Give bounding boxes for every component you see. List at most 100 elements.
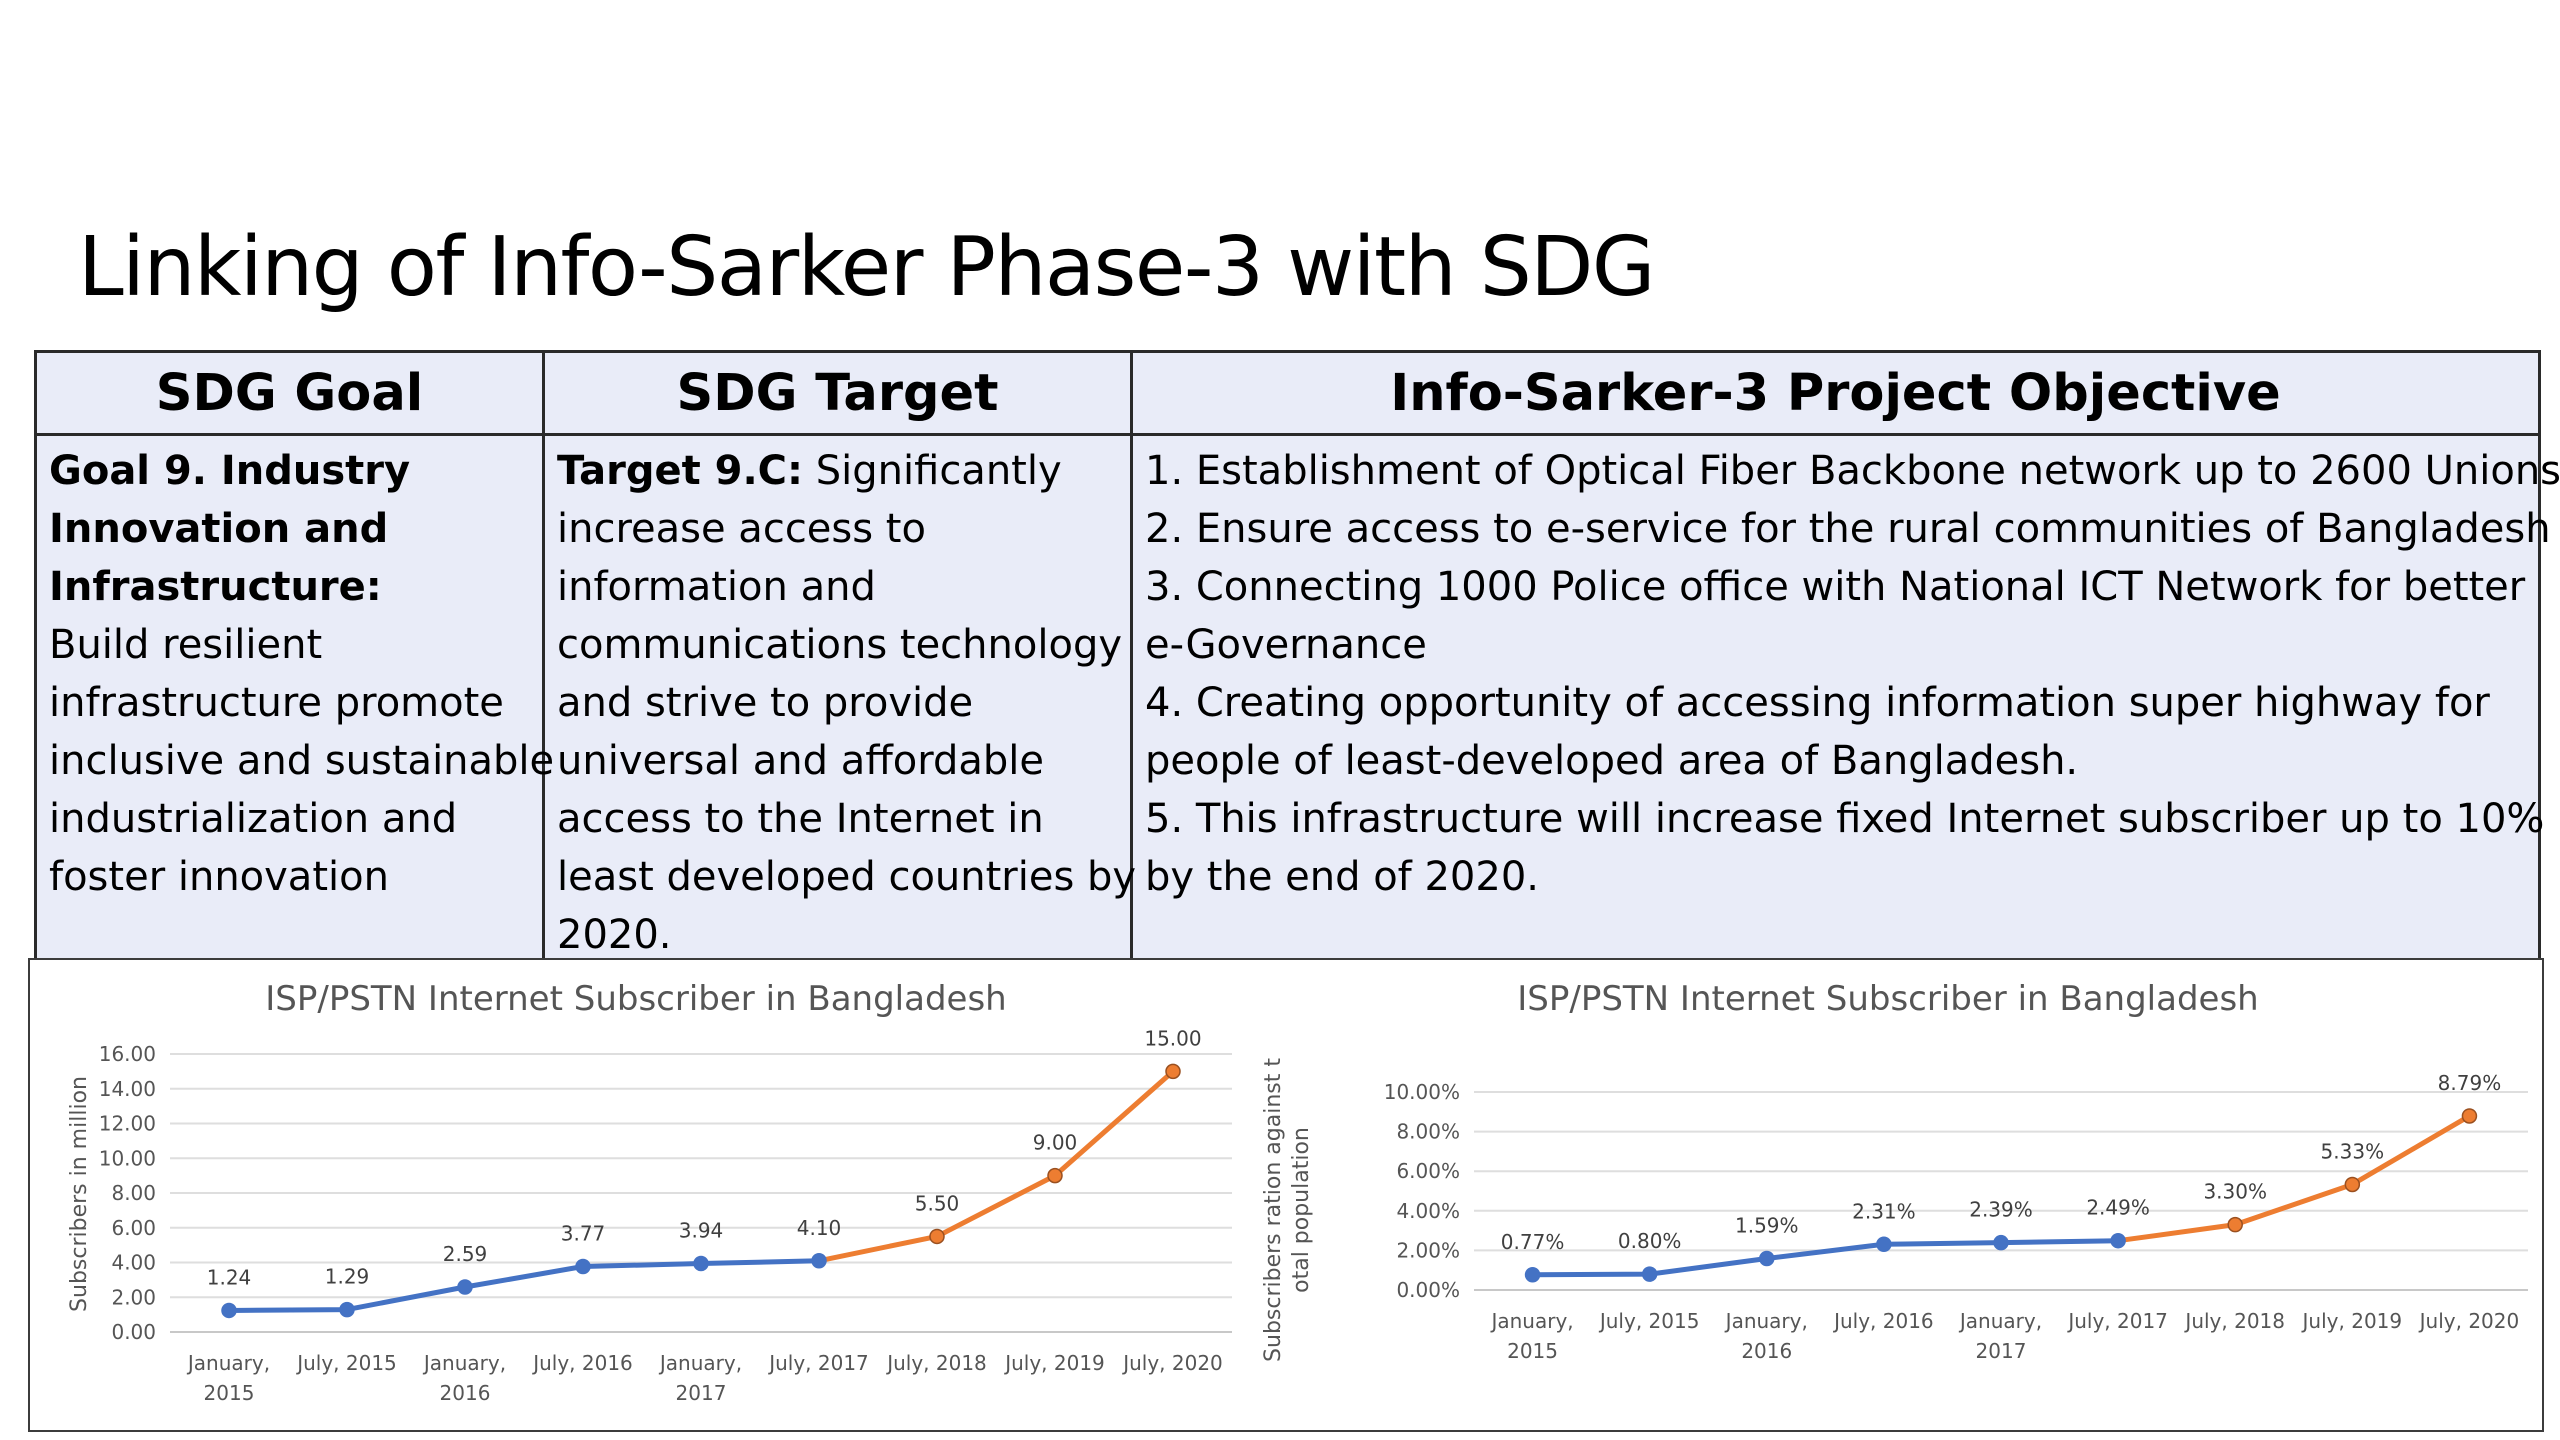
y-tick-label: 12.00 [99, 1112, 156, 1136]
data-point [1641, 1266, 1658, 1282]
x-tick-label-line: 2017 [676, 1381, 727, 1405]
data-label: 8.79% [2438, 1071, 2502, 1095]
target-text-line: 2020. [557, 912, 672, 958]
goal-text-line: foster innovation [49, 854, 389, 900]
x-tick-label-line: January, [186, 1351, 270, 1375]
x-tick-label-line: January, [1489, 1309, 1573, 1333]
data-point [1759, 1250, 1775, 1267]
x-tick-label: January, 2017 [1958, 1309, 2042, 1363]
goal-title-line: Goal 9. Industry [49, 448, 411, 494]
header-project-objective: Info-Sarker-3 Project Objective [1130, 350, 2541, 436]
x-tick-label: July, 2017 [767, 1351, 869, 1375]
x-tick-label: July, 2018 [885, 1351, 987, 1375]
y-tick-label: 4.00% [1396, 1199, 1460, 1223]
x-tick-label: July, 2018 [2183, 1309, 2285, 1333]
objective-line: e-Governance [1145, 622, 1427, 668]
y-tick-label: 6.00 [111, 1216, 156, 1240]
goal-cell: Goal 9. Industry Innovation and Infrastr… [34, 433, 555, 967]
x-tick-label-line: July, 2016 [1832, 1309, 1934, 1333]
target-text-line: increase access to [557, 506, 926, 552]
data-point [457, 1279, 473, 1295]
x-tick-label-line: July, 2018 [2183, 1309, 2285, 1333]
x-tick-label: July, 2015 [1598, 1309, 1700, 1333]
y-tick-label: 10.00% [1384, 1080, 1460, 1104]
x-tick-label-line: July, 2020 [1121, 1351, 1223, 1375]
y-tick-label: 10.00 [99, 1146, 156, 1170]
x-tick-label-line: July, 2019 [2301, 1309, 2403, 1333]
data-label: 5.50 [915, 1191, 960, 1215]
chart-title: ISP/PSTN Internet Subscriber in Banglade… [265, 979, 1006, 1019]
goal-title-line: Innovation and [49, 506, 389, 552]
target-cell: Target 9.C: Significantly increase acces… [542, 433, 1136, 967]
subscribers-million-chart: ISP/PSTN Internet Subscriber in Banglade… [28, 958, 1248, 1432]
objective-line: people of least-developed area of Bangla… [1145, 738, 2079, 784]
data-label: 15.00 [1144, 1026, 1201, 1050]
header-sdg-target: SDG Target [542, 350, 1133, 436]
data-point [1524, 1267, 1541, 1283]
x-tick-label-line: 2017 [1976, 1339, 2027, 1363]
x-tick-label-line: July, 2015 [295, 1351, 397, 1375]
x-tick-label: January, 2016 [1724, 1309, 1808, 1363]
x-tick-label: January, 2015 [186, 1351, 270, 1405]
x-tick-label-line: July, 2019 [1003, 1351, 1105, 1375]
sdg-table: SDG Goal SDG Target Info-Sarker-3 Projec… [34, 350, 2560, 967]
x-tick-label-line: January, [658, 1351, 742, 1375]
data-point [1876, 1236, 1892, 1253]
x-tick-label: July, 2020 [2418, 1309, 2520, 1333]
data-label: 5.33% [2321, 1139, 2385, 1163]
target-first-line: Target 9.C: Significantly [557, 442, 1118, 500]
objective-cell: 1. Establishment of Optical Fiber Backbo… [1130, 433, 2560, 967]
objective-line: 5. This infrastructure will increase fix… [1145, 796, 2545, 842]
data-point [811, 1253, 827, 1269]
goal-title-line: Infrastructure: [49, 564, 382, 610]
x-tick-label-line: January, [422, 1351, 506, 1375]
data-point [221, 1302, 237, 1319]
goal-text-line: industrialization and [49, 796, 458, 842]
y-tick-label: 4.00 [111, 1251, 156, 1275]
x-tick-label-line: July, 2017 [767, 1351, 869, 1375]
x-tick-label: January, 2017 [658, 1351, 742, 1405]
x-tick-label: January, 2016 [422, 1351, 506, 1405]
objective-line: 1. Establishment of Optical Fiber Backbo… [1145, 448, 2560, 494]
x-tick-label: July, 2016 [1832, 1309, 1934, 1333]
data-label: 1.24 [207, 1265, 252, 1289]
y-tick-label: 2.00 [111, 1285, 156, 1309]
x-tick-label-line: 2016 [440, 1381, 491, 1405]
target-text-line: access to the Internet in [557, 796, 1044, 842]
target-text-line: universal and affordable [557, 738, 1044, 784]
y-axis-label: Subscribers ration against t otal populat… [1261, 1058, 1314, 1362]
chart-title: ISP/PSTN Internet Subscriber in Banglade… [1517, 979, 2258, 1019]
slide-title: Linking of Info-Sarker Phase-3 with SDG [78, 220, 1655, 315]
data-point [1165, 1063, 1181, 1080]
data-label: 1.59% [1735, 1214, 1799, 1238]
y-axis-label-line: otal population [1289, 1127, 1314, 1293]
goal-text-line: inclusive and sustainable [49, 738, 555, 784]
data-label: 1.29 [325, 1265, 370, 1289]
x-tick-label-line: July, 2018 [885, 1351, 987, 1375]
x-tick-label-line: 2015 [204, 1381, 255, 1405]
subscribers-ratio-svg: ISP/PSTN Internet Subscriber in Banglade… [1261, 979, 2528, 1363]
objective-line: by the end of 2020. [1145, 854, 1539, 900]
y-tick-label: 6.00% [1396, 1159, 1460, 1183]
y-tick-label: 8.00 [111, 1181, 156, 1205]
data-label: 4.10 [797, 1216, 842, 1240]
x-tick-label: July, 2016 [531, 1351, 633, 1375]
x-tick-label-line: July, 2020 [2418, 1309, 2520, 1333]
data-label: 2.39% [1969, 1198, 2033, 1222]
y-tick-label: 0.00 [111, 1320, 156, 1344]
x-tick-label-line: 2015 [1507, 1339, 1558, 1363]
data-label: 0.77% [1501, 1230, 1565, 1254]
x-tick-label: July, 2017 [2066, 1309, 2168, 1333]
table-header-row: SDG Goal SDG Target Info-Sarker-3 Projec… [34, 350, 2541, 436]
y-tick-label: 14.00 [99, 1077, 156, 1101]
x-tick-label: July, 2015 [295, 1351, 397, 1375]
x-tick-label-line: January, [1958, 1309, 2042, 1333]
data-point [693, 1255, 709, 1272]
data-point [1047, 1167, 1063, 1184]
x-tick-label: July, 2020 [1121, 1351, 1223, 1375]
y-axis-label: Subscribers in million [67, 1076, 92, 1312]
data-point [1993, 1234, 2009, 1251]
data-label: 9.00 [1033, 1131, 1078, 1155]
x-tick-label: January, 2015 [1489, 1309, 1573, 1363]
x-tick-label-line: January, [1724, 1309, 1808, 1333]
